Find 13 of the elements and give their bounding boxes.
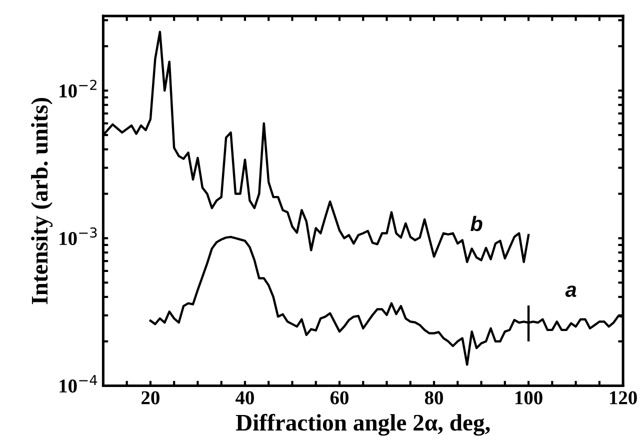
- x-tick-label: 100: [516, 391, 542, 404]
- x-tick-label: 120: [610, 391, 637, 404]
- y-tick-label: 10$^{−3}$: [60, 227, 97, 246]
- x-tick-label: 40: [236, 391, 254, 404]
- x-tick-label: 20: [142, 391, 160, 404]
- x-tick-label: 80: [424, 391, 443, 404]
- x-tick-label: 60: [330, 391, 348, 404]
- y-tick-label: 10$^{−4}$: [60, 375, 98, 393]
- series-label: b: [470, 216, 482, 232]
- x-axis-title: Diffraction angle 2α, deg,: [236, 414, 490, 436]
- y-axis-title: Intensity (arb. units): [31, 98, 53, 304]
- legend-label: a: [565, 286, 576, 297]
- y-tick-label: 10$^{−2}$: [60, 80, 96, 98]
